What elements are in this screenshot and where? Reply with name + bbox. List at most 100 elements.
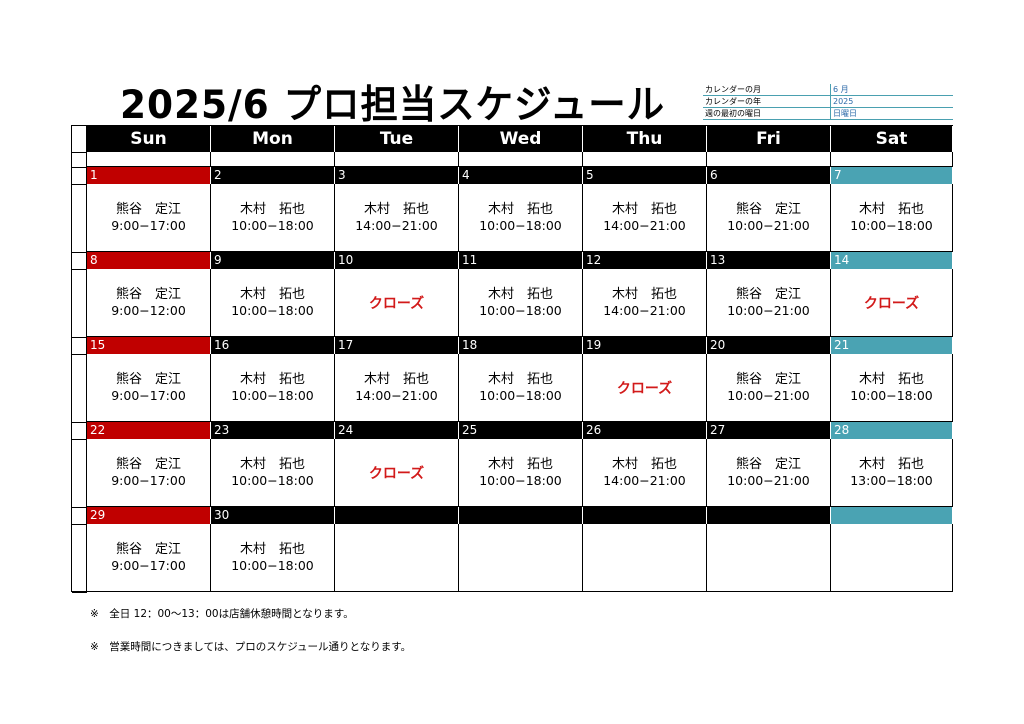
day-number-bar: 26 xyxy=(583,422,707,439)
day-number-bar: 1 xyxy=(87,167,211,184)
shift-time: 10:00−18:00 xyxy=(231,218,314,233)
day-number-bar: 4 xyxy=(459,167,583,184)
side-row-divider xyxy=(72,252,87,253)
day-cell[interactable]: 木村 拓也 14:00−21:00 xyxy=(335,354,459,422)
weekday-header-thu: Thu xyxy=(583,126,707,152)
day-cell xyxy=(831,524,953,592)
day-cell[interactable]: 木村 拓也 10:00−18:00 xyxy=(211,439,335,507)
day-number-bar: 6 xyxy=(707,167,831,184)
shift-time: 10:00−18:00 xyxy=(231,558,314,573)
settings-value[interactable]: 2025 xyxy=(830,95,953,108)
staff-name: 木村 拓也 xyxy=(858,372,924,387)
day-cell[interactable]: 木村 拓也 13:00−18:00 xyxy=(831,439,953,507)
day-cell[interactable]: 熊谷 定江 10:00−21:00 xyxy=(707,354,831,422)
staff-name: 木村 拓也 xyxy=(363,202,429,217)
staff-name: 木村 拓也 xyxy=(239,202,305,217)
side-row-divider xyxy=(72,507,87,508)
closed-label: クローズ xyxy=(616,380,673,397)
day-cell[interactable]: 木村 拓也 10:00−18:00 xyxy=(459,184,583,252)
staff-name: 熊谷 定江 xyxy=(115,457,181,472)
staff-name: 木村 拓也 xyxy=(611,457,677,472)
day-cell[interactable]: クローズ xyxy=(583,354,707,422)
side-row-divider xyxy=(72,184,87,185)
day-number-bar: 13 xyxy=(707,252,831,269)
day-number-bar: 16 xyxy=(211,337,335,354)
header-spacer-cell xyxy=(583,152,707,167)
day-number-bar: 8 xyxy=(87,252,211,269)
shift-time: 9:00−17:00 xyxy=(111,388,186,403)
day-cell[interactable]: 木村 拓也 10:00−18:00 xyxy=(211,524,335,592)
shift-time: 10:00−21:00 xyxy=(727,473,810,488)
settings-row-month: カレンダーの月 6 月 xyxy=(703,84,953,96)
day-cell[interactable]: 木村 拓也 10:00−18:00 xyxy=(459,439,583,507)
day-cell[interactable]: 木村 拓也 10:00−18:00 xyxy=(831,354,953,422)
day-cell xyxy=(335,524,459,592)
day-number-bar: 12 xyxy=(583,252,707,269)
side-row-divider xyxy=(72,592,87,593)
side-row-divider xyxy=(72,422,87,423)
day-cell[interactable]: 木村 拓也 10:00−18:00 xyxy=(459,354,583,422)
day-number-bar: 30 xyxy=(211,507,335,524)
weekday-header-mon: Mon xyxy=(211,126,335,152)
day-cell[interactable]: クローズ xyxy=(335,439,459,507)
day-number-bar: 29 xyxy=(87,507,211,524)
day-number-bar: 28 xyxy=(831,422,953,439)
day-number-bar: 17 xyxy=(335,337,459,354)
day-number-bar: 14 xyxy=(831,252,953,269)
shift-time: 9:00−17:00 xyxy=(111,218,186,233)
day-cell xyxy=(459,524,583,592)
settings-value[interactable]: 6 月 xyxy=(830,84,953,96)
day-cell[interactable]: 木村 拓也 14:00−21:00 xyxy=(583,269,707,337)
shift-time: 14:00−21:00 xyxy=(603,218,686,233)
day-cell[interactable]: 木村 拓也 14:00−21:00 xyxy=(335,184,459,252)
day-cell[interactable]: クローズ xyxy=(831,269,953,337)
day-number-bar xyxy=(831,507,953,524)
staff-name: 木村 拓也 xyxy=(611,202,677,217)
note-business-hours: ※ 営業時間につきましては、プロのスケジュール通りとなります。 xyxy=(90,641,412,653)
day-cell[interactable]: 熊谷 定江 9:00−17:00 xyxy=(87,184,211,252)
day-cell[interactable]: 木村 拓也 10:00−18:00 xyxy=(211,184,335,252)
day-cell[interactable]: 木村 拓也 14:00−21:00 xyxy=(583,439,707,507)
day-cell[interactable]: 熊谷 定江 10:00−21:00 xyxy=(707,269,831,337)
side-row-divider xyxy=(72,524,87,525)
calendar-grid: Sun Mon Tue Wed Thu Fri Sat 1 熊谷 定江 9:00−17:00 2 木村… xyxy=(71,125,953,593)
header-spacer-cell xyxy=(831,152,953,167)
side-row-divider xyxy=(72,152,87,153)
day-cell[interactable]: 熊谷 定江 10:00−21:00 xyxy=(707,439,831,507)
header-spacer-cell xyxy=(459,152,583,167)
day-cell xyxy=(583,524,707,592)
closed-label: クローズ xyxy=(368,295,425,312)
staff-name: 熊谷 定江 xyxy=(735,287,801,302)
day-cell[interactable]: 木村 拓也 14:00−21:00 xyxy=(583,184,707,252)
shift-time: 10:00−18:00 xyxy=(850,388,933,403)
settings-value[interactable]: 日曜日 xyxy=(830,107,953,120)
page-title: 2025/6 プロ担当スケジュール xyxy=(120,83,666,128)
day-cell[interactable]: 熊谷 定江 9:00−17:00 xyxy=(87,354,211,422)
day-number-bar xyxy=(707,507,831,524)
day-number-bar: 15 xyxy=(87,337,211,354)
day-number-bar xyxy=(335,507,459,524)
staff-name: 木村 拓也 xyxy=(487,372,553,387)
side-row-divider xyxy=(72,269,87,270)
header-spacer-cell xyxy=(335,152,459,167)
day-number-bar: 22 xyxy=(87,422,211,439)
day-cell[interactable]: 木村 拓也 10:00−18:00 xyxy=(211,269,335,337)
staff-name: 熊谷 定江 xyxy=(115,202,181,217)
day-cell[interactable]: 木村 拓也 10:00−18:00 xyxy=(459,269,583,337)
staff-name: 熊谷 定江 xyxy=(735,372,801,387)
day-cell[interactable]: 熊谷 定江 10:00−21:00 xyxy=(707,184,831,252)
day-cell[interactable]: 熊谷 定江 9:00−17:00 xyxy=(87,439,211,507)
day-cell[interactable]: 熊谷 定江 9:00−17:00 xyxy=(87,524,211,592)
settings-row-year: カレンダーの年 2025 xyxy=(703,95,953,108)
day-cell[interactable]: 木村 拓也 10:00−18:00 xyxy=(831,184,953,252)
shift-time: 10:00−18:00 xyxy=(231,388,314,403)
weekday-header-sun: Sun xyxy=(87,126,211,152)
day-number-bar: 24 xyxy=(335,422,459,439)
shift-time: 13:00−18:00 xyxy=(850,473,933,488)
staff-name: 木村 拓也 xyxy=(239,372,305,387)
day-cell[interactable]: 木村 拓也 10:00−18:00 xyxy=(211,354,335,422)
day-number-bar: 18 xyxy=(459,337,583,354)
staff-name: 熊谷 定江 xyxy=(115,287,181,302)
day-cell[interactable]: クローズ xyxy=(335,269,459,337)
day-cell[interactable]: 熊谷 定江 9:00−12:00 xyxy=(87,269,211,337)
